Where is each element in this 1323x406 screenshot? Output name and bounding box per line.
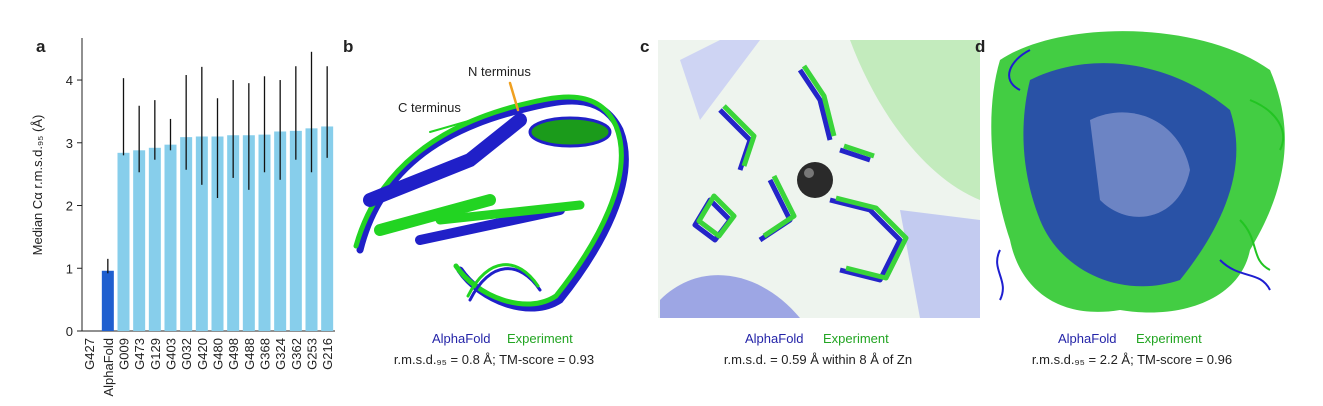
annotation: N terminus [468, 64, 531, 79]
x-tick-label: G488 [242, 338, 257, 370]
legend-entry: Experiment [507, 331, 573, 346]
panel-label: a [36, 37, 46, 56]
y-tick-label: 2 [66, 199, 73, 214]
x-tick-label: G498 [226, 338, 241, 370]
x-tick-label: G362 [289, 338, 304, 370]
x-tick-label: AlphaFold [101, 338, 116, 397]
x-tick-label: G420 [195, 338, 210, 370]
bar [274, 131, 287, 331]
panel-label: d [975, 37, 985, 56]
bar [148, 147, 161, 331]
caption: r.m.s.d.₉₅ = 2.2 Å; TM-score = 0.96 [1032, 352, 1232, 367]
x-tick-label: G032 [179, 338, 194, 370]
legend-entry: Experiment [823, 331, 889, 346]
x-tick-label: G403 [164, 338, 179, 370]
bar [164, 144, 177, 331]
y-tick-label: 0 [66, 324, 73, 339]
x-tick-label: G368 [258, 338, 273, 370]
bar [258, 134, 271, 331]
annotation: C terminus [398, 100, 461, 115]
x-tick-label: G253 [305, 338, 320, 370]
x-tick-label: G216 [320, 338, 335, 370]
legend-entry: AlphaFold [1058, 331, 1117, 346]
bar [180, 137, 193, 331]
bar [321, 126, 334, 332]
x-tick-label: G473 [132, 338, 147, 370]
caption: r.m.s.d. = 0.59 Å within 8 Å of Zn [724, 352, 912, 367]
protein-render-b [353, 81, 629, 312]
bar [211, 136, 224, 331]
x-tick-label: G009 [117, 338, 132, 370]
active-site-render-c [658, 40, 980, 318]
y-tick-label: 4 [66, 73, 73, 88]
bar [133, 150, 146, 331]
bar [101, 270, 114, 331]
panel-label: b [343, 37, 353, 56]
legend-entry: AlphaFold [432, 331, 491, 346]
bar [242, 135, 255, 331]
complex-render-d [991, 31, 1285, 313]
x-tick-label: G129 [148, 338, 163, 370]
y-axis-label: Median Cα r.m.s.d.₉₅ (Å) [30, 115, 45, 256]
panel-label: c [640, 37, 649, 56]
x-tick-label: G324 [273, 338, 288, 370]
y-tick-label: 3 [66, 136, 73, 151]
y-tick-label: 1 [66, 261, 73, 276]
bar [289, 130, 302, 331]
bar [117, 152, 130, 331]
x-tick-label: G427 [82, 338, 97, 370]
caption: r.m.s.d.₉₅ = 0.8 Å; TM-score = 0.93 [394, 352, 594, 367]
legend-entry: AlphaFold [745, 331, 804, 346]
legend-entry: Experiment [1136, 331, 1202, 346]
bar [305, 128, 318, 331]
bar [195, 136, 208, 331]
x-tick-label: G480 [211, 338, 226, 370]
bar [227, 135, 240, 331]
